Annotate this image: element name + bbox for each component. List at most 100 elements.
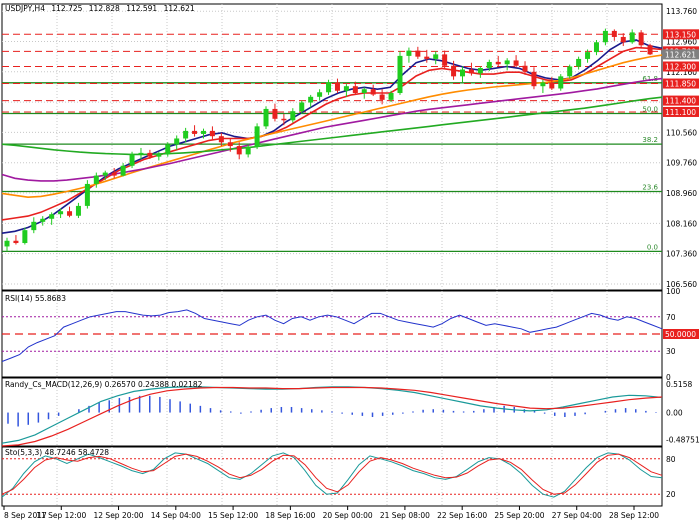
candle-body <box>93 175 99 184</box>
price-tag-label: 111.850 <box>665 80 696 89</box>
candle-body <box>442 54 448 66</box>
candle-body <box>549 82 555 89</box>
candle-body <box>326 82 332 93</box>
candle-body <box>49 214 55 219</box>
candle-body <box>611 30 617 37</box>
moving-average-line <box>1 96 663 156</box>
candle-body <box>576 58 582 67</box>
macd-tick-label: 0.5158 <box>666 380 692 389</box>
candle-body <box>22 230 28 244</box>
price-tag <box>663 49 699 60</box>
candle-body <box>334 82 340 91</box>
rsi-tick-label: 30 <box>666 347 676 356</box>
candle-body <box>406 50 412 56</box>
candle-body <box>263 108 269 127</box>
candle-body <box>236 146 242 155</box>
time-tick-label: 20 Sep 00:00 <box>323 511 373 520</box>
candle-body <box>558 76 564 89</box>
candle-body <box>593 42 599 53</box>
candle-body <box>370 89 376 95</box>
candle-body <box>620 36 626 43</box>
candle-body <box>183 130 189 139</box>
candle-body <box>468 69 474 74</box>
candle-body <box>504 60 510 65</box>
fibonacci-label: 50.0 <box>642 105 658 113</box>
price-tag-label: 112.621 <box>665 50 696 59</box>
candle-body <box>281 118 287 121</box>
candle-body <box>156 154 162 157</box>
candle-body <box>379 94 385 100</box>
candle-body <box>192 130 198 134</box>
candle-body <box>343 86 349 91</box>
candle-body <box>531 71 537 87</box>
rsi-line <box>1 309 663 362</box>
stoch-tick-label: 20 <box>666 490 676 499</box>
time-tick-label: 18 Sep 16:00 <box>265 511 315 520</box>
candle-body <box>585 52 591 59</box>
fibonacci-label: 61.8 <box>642 75 658 83</box>
price-tick-label: 108.960 <box>666 189 697 198</box>
rsi-value-tag <box>663 329 699 339</box>
rsi-value-tag-label: 50.0000 <box>665 330 696 339</box>
candle-body <box>317 92 323 97</box>
candle-body <box>513 60 519 66</box>
price-tag <box>663 29 699 40</box>
candle-body <box>84 183 90 206</box>
time-tick-label: 14 Sep 04:00 <box>151 511 201 520</box>
price-tag-label: 111.400 <box>665 97 696 106</box>
time-tick-label: 15 Sep 12:00 <box>208 511 258 520</box>
candle-body <box>495 61 501 65</box>
candle-body <box>209 130 215 137</box>
price-tick-label: 112.160 <box>666 68 697 77</box>
macd-tick-label: -0.48751 <box>666 436 700 445</box>
time-tick-label: 21 Sep 08:00 <box>380 511 430 520</box>
candle-body <box>147 152 153 157</box>
candle-body <box>254 126 260 147</box>
macd-tick-label: 0.00 <box>666 409 683 418</box>
candle-body <box>174 138 180 145</box>
stoch-line <box>1 452 663 498</box>
price-tick-label: 109.760 <box>666 159 697 168</box>
candle-body <box>299 102 305 112</box>
candle-body <box>120 165 126 176</box>
candle-body <box>13 240 19 244</box>
price-tag <box>663 106 699 117</box>
candle-body <box>451 65 457 77</box>
candle-body <box>433 54 439 59</box>
candle-body <box>290 111 296 121</box>
price-tag-label: 111.100 <box>665 108 696 117</box>
candle-body <box>540 82 546 87</box>
stoch-line <box>1 453 663 495</box>
candle-body <box>200 130 206 134</box>
candle-body <box>4 240 10 247</box>
price-tag <box>663 95 699 106</box>
rsi-tick-label: 70 <box>666 313 676 322</box>
candle-body <box>567 66 573 77</box>
candle-body <box>647 45 653 55</box>
candle-body <box>138 152 144 155</box>
rsi-title: RSI(14) 55.8683 <box>5 294 66 303</box>
chart-title: USDJPY,H4 112.725 112.828 112.591 112.62… <box>5 4 195 13</box>
rsi-tick-label: 100 <box>666 287 681 296</box>
time-tick-label: 11 Sep 12:00 <box>36 511 86 520</box>
candle-body <box>424 56 430 59</box>
price-tick-label: 113.760 <box>666 7 697 16</box>
candle-body <box>67 211 73 216</box>
fibonacci-label: 38.2 <box>642 136 658 144</box>
candle-body <box>602 30 608 43</box>
candle-body <box>477 68 483 74</box>
time-tick-label: 8 Sep 2017 <box>4 511 47 520</box>
candle-body <box>352 86 358 94</box>
candle-body <box>40 218 46 222</box>
candle-body <box>486 61 492 69</box>
stoch-title: Sto(5,3,3) 48.7246 58.4728 <box>5 448 109 457</box>
candle-body <box>522 65 528 72</box>
price-tag-label: 113.150 <box>665 30 696 39</box>
candle-body <box>58 211 64 215</box>
price-tick-label: 110.560 <box>666 128 697 137</box>
candle-body <box>227 142 233 147</box>
time-tick-label: 22 Sep 16:00 <box>437 511 487 520</box>
stoch-tick-label: 80 <box>666 455 676 464</box>
price-tag <box>663 61 699 72</box>
